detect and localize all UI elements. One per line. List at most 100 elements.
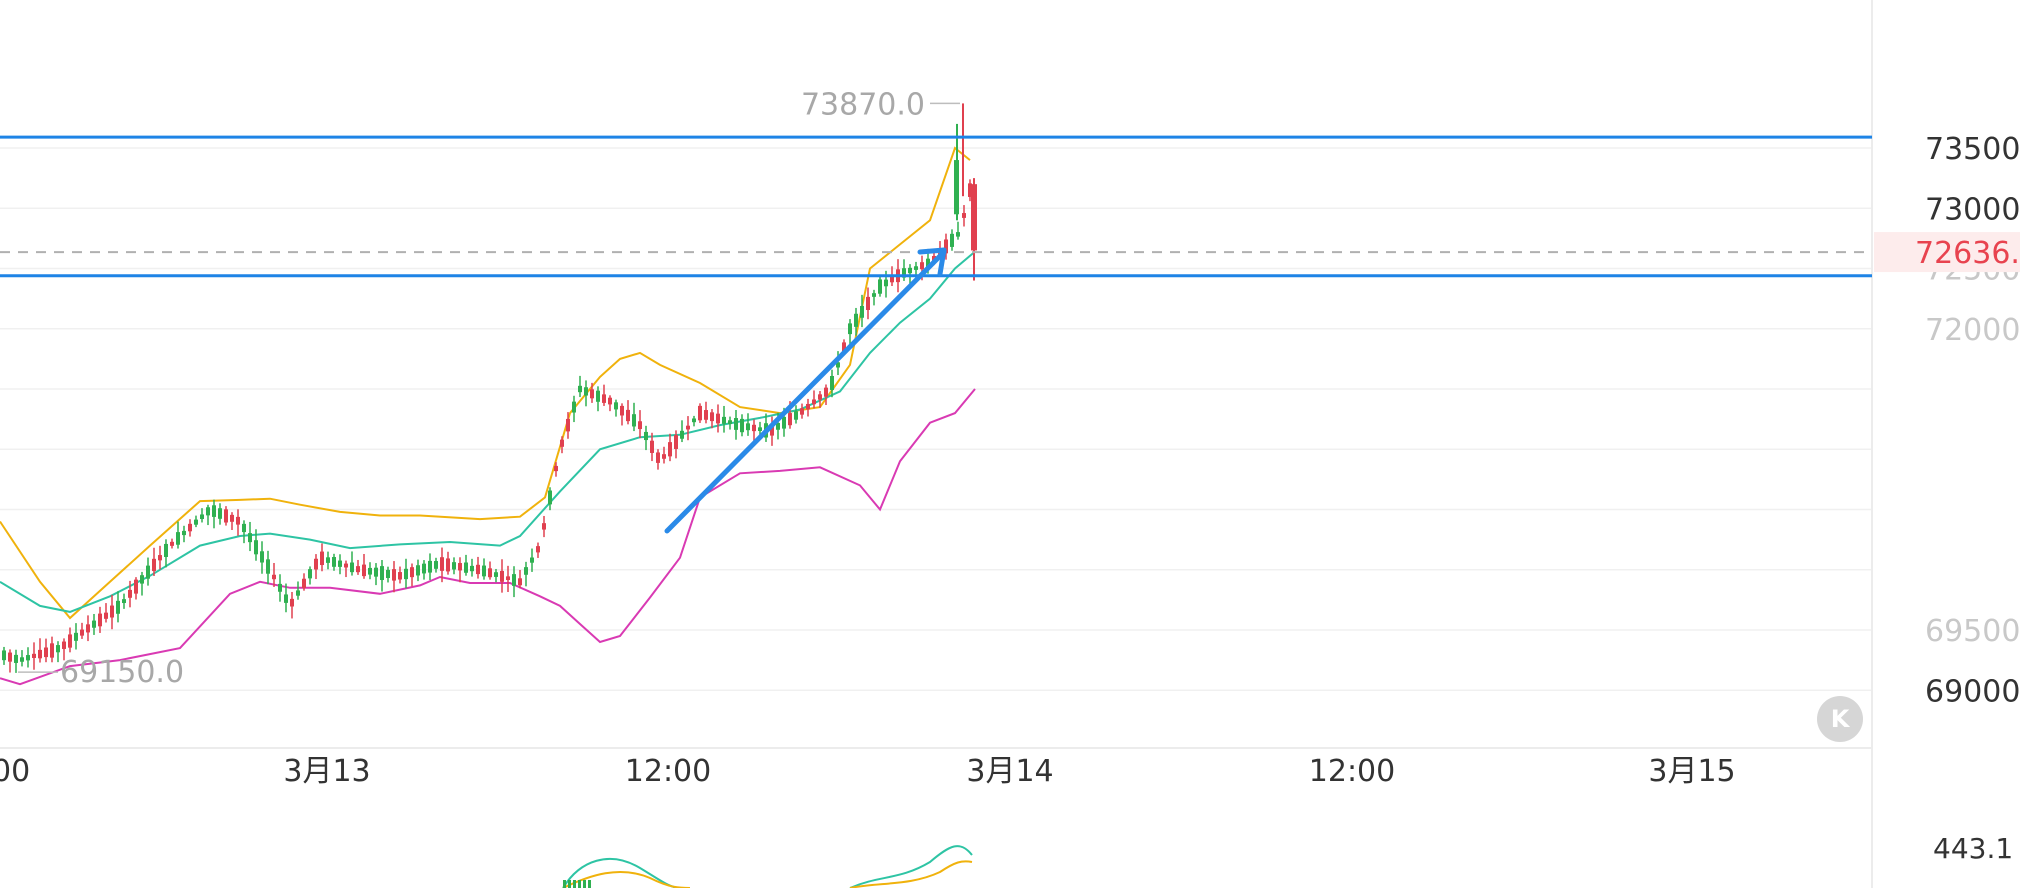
candle-up	[758, 427, 762, 431]
candle-up	[200, 514, 204, 520]
candle-up	[74, 632, 78, 641]
candle-down	[32, 653, 36, 658]
candle-down	[230, 514, 234, 522]
candle-down	[800, 408, 804, 415]
indicator-bar	[563, 880, 566, 888]
candle-up	[308, 569, 312, 579]
arrow-head	[917, 247, 947, 277]
price-tag-bg	[1874, 232, 2020, 273]
candle-up	[56, 645, 60, 653]
candle-up	[176, 532, 180, 545]
candlesticks	[2, 103, 977, 673]
low-label: 69150.0	[60, 655, 184, 690]
candle-down	[536, 546, 540, 553]
candle-down	[488, 568, 492, 578]
candle-down	[890, 276, 894, 283]
candle-up	[26, 655, 30, 661]
candle-up	[692, 418, 696, 423]
candle-up	[956, 232, 960, 237]
candle-up	[734, 418, 738, 430]
candle-down	[518, 578, 522, 586]
candle-down	[710, 412, 714, 422]
candle-up	[14, 654, 18, 663]
y-axis: 73500730007250072000695006900072636.3	[1874, 132, 2020, 709]
candle-down	[566, 418, 570, 432]
candle-down	[542, 523, 546, 530]
indicator-signal-line	[562, 870, 691, 888]
candle-down	[674, 435, 678, 449]
candle-up	[116, 600, 120, 614]
x-tick-label: 12:00	[625, 754, 711, 789]
collapse-panel-button[interactable]: K	[1817, 696, 1863, 742]
candle-up	[776, 422, 780, 430]
candle-down	[932, 255, 936, 261]
annotations: 73870.0 69150.0	[18, 87, 960, 690]
candle-up	[854, 313, 858, 327]
candle-up	[338, 560, 342, 567]
candle-up	[680, 430, 684, 439]
candle-up	[350, 562, 354, 573]
y-tick-label: 73000	[1925, 192, 2020, 227]
candle-up	[218, 508, 222, 519]
candle-down	[920, 262, 924, 270]
candle-down	[236, 516, 240, 525]
candle-down	[458, 563, 462, 571]
candle-down	[716, 413, 720, 424]
candle-up	[830, 375, 834, 390]
candle-up	[902, 268, 906, 278]
level-lines	[0, 135, 1872, 278]
candle-down	[392, 569, 396, 581]
candle-down	[86, 624, 90, 633]
high-label: 73870.0	[801, 87, 925, 122]
candle-down	[320, 551, 324, 566]
trend-arrow	[664, 249, 947, 534]
candle-down	[224, 509, 228, 523]
candle-up	[140, 575, 144, 584]
candle-down	[152, 558, 156, 572]
candle-down	[818, 394, 822, 400]
candle-up	[512, 574, 516, 586]
candle-up	[296, 590, 300, 596]
candle-up	[416, 565, 420, 576]
candle-up	[20, 657, 24, 662]
candle-up	[954, 160, 959, 215]
indicator-signal-line	[849, 860, 973, 888]
candle-up	[212, 505, 216, 517]
candle-down	[170, 541, 174, 546]
indicator-bar	[568, 880, 571, 888]
candle-up	[794, 411, 798, 420]
candle-down	[446, 558, 450, 572]
indicator-panel: 443.1	[562, 832, 2013, 888]
y-tick-label: 72000	[1925, 313, 2020, 348]
candle-up	[482, 565, 486, 577]
candle-up	[122, 599, 126, 604]
candle-down	[842, 342, 846, 352]
y-tick-label: 69000	[1925, 674, 2020, 709]
candle-down	[362, 564, 366, 577]
candle-down	[602, 394, 606, 403]
candle-down	[971, 184, 977, 251]
candle-up	[92, 620, 96, 628]
candle-up	[908, 267, 912, 274]
candle-down	[770, 424, 774, 436]
candle-up	[284, 594, 288, 603]
x-tick-label: 3月13	[283, 754, 370, 789]
candle-down	[944, 239, 948, 254]
candle-up	[836, 362, 840, 368]
candle-up	[722, 416, 726, 424]
candle-down	[806, 403, 810, 410]
candle-down	[506, 576, 510, 581]
candle-up	[242, 523, 246, 533]
candle-up	[632, 414, 636, 427]
candle-down	[314, 558, 318, 570]
candle-up	[182, 530, 186, 536]
candle-down	[650, 440, 654, 453]
candle-up	[860, 305, 864, 318]
candle-up	[386, 569, 390, 579]
candle-up	[452, 562, 456, 570]
candle-up	[578, 385, 582, 393]
candle-up	[746, 423, 750, 431]
candle-up	[584, 387, 588, 396]
candle-up	[644, 431, 648, 441]
